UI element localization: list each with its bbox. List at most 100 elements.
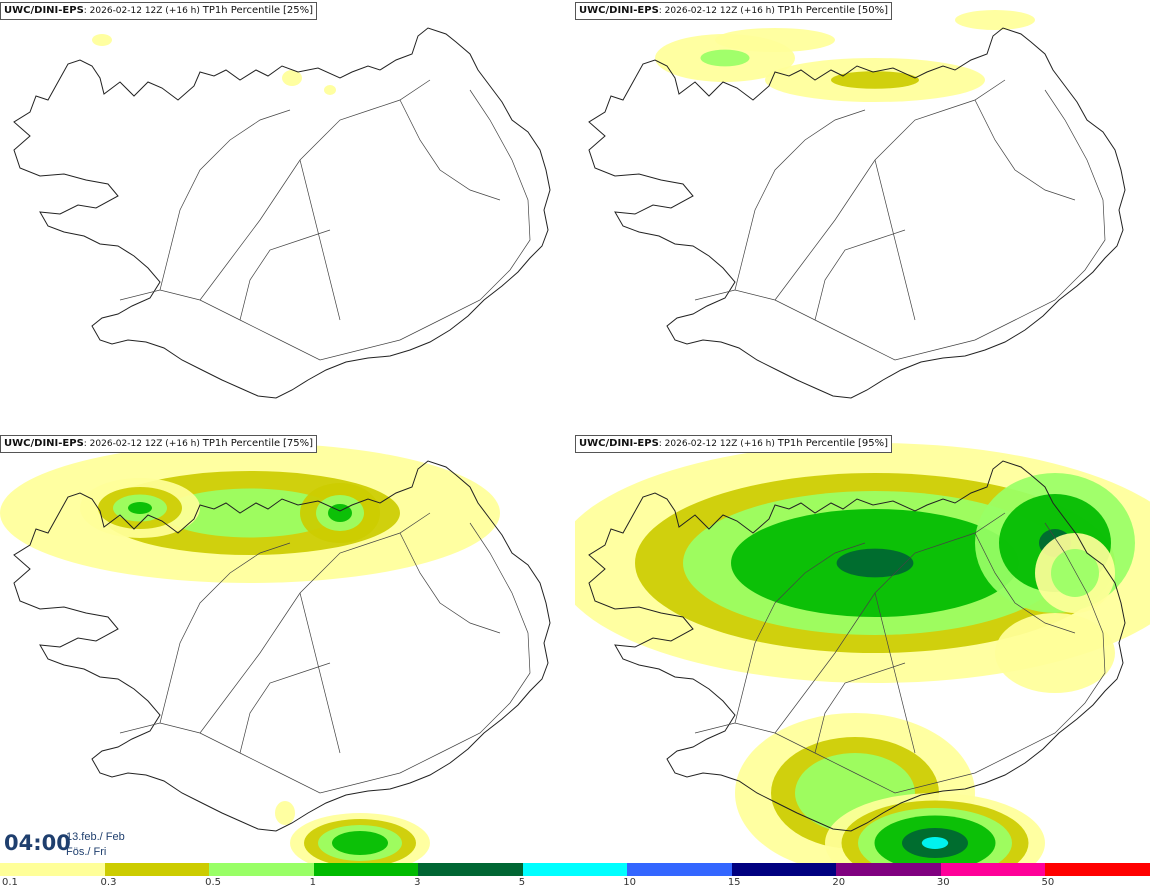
road-line: [399, 99, 501, 201]
precip-field: [995, 613, 1115, 693]
road-line: [814, 662, 906, 754]
road-line: [694, 89, 1106, 361]
precip-contour: [836, 548, 914, 578]
precip-contour: [162, 488, 338, 538]
road-line: [874, 592, 916, 754]
road-line: [814, 229, 906, 321]
road-line: [199, 512, 431, 734]
model-name: UWC/DINI-EPS: [579, 438, 659, 449]
legend-tick-label: 0.3: [100, 877, 117, 888]
road-line: [874, 159, 916, 321]
legend-swatch: [313, 863, 419, 876]
precip-contour: [324, 85, 336, 95]
legend-swatch: [836, 863, 942, 876]
legend-swatch: [0, 863, 106, 876]
map-panel-p75: UWC/DINI-EPS: 2026-02-12 12Z (+16 h) TP1…: [0, 433, 575, 865]
run-info: : 2026-02-12 12Z (+16 h): [83, 6, 200, 16]
map-canvas-p95: [575, 443, 1150, 865]
road-line: [694, 522, 1106, 794]
legend-swatch: [940, 863, 1046, 876]
legend-swatch: [209, 863, 315, 876]
valid-day: Fös./ Fri: [66, 846, 107, 858]
road-line: [774, 79, 1006, 301]
legend-tick-label: 0.5: [205, 877, 221, 888]
precip-field: [1035, 533, 1115, 613]
map-canvas-p25: [13, 27, 551, 399]
precip-field: [324, 85, 336, 95]
percentile-label: [50%]: [858, 5, 889, 16]
road-line: [299, 159, 341, 321]
precip-field: [282, 70, 302, 86]
road-line: [119, 522, 531, 794]
percentile-label: [95%]: [858, 438, 889, 449]
map-panel-p25: UWC/DINI-EPS: 2026-02-12 12Z (+16 h) TP1…: [0, 0, 575, 432]
coastline: [588, 460, 1126, 832]
legend-tick-label: 30: [936, 877, 950, 888]
precip-field: [955, 10, 1035, 30]
panel-title: UWC/DINI-EPS: 2026-02-12 12Z (+16 h) TP1…: [575, 2, 893, 20]
panel-title: UWC/DINI-EPS: 2026-02-12 12Z (+16 h) TP1…: [0, 2, 318, 20]
panel-title: UWC/DINI-EPS: 2026-02-12 12Z (+16 h) TP1…: [575, 435, 893, 453]
precip-contour: [128, 502, 152, 514]
legend-swatch: [522, 863, 628, 876]
valid-date: 13.feb./ Feb: [66, 831, 125, 843]
road-line: [399, 532, 501, 634]
legend-swatch: [627, 863, 733, 876]
road-line: [774, 512, 1006, 734]
legend-tick-label: 50: [1041, 877, 1055, 888]
parameter-name: TP1h Percentile: [777, 5, 856, 16]
precip-field: [275, 801, 295, 825]
map-panel-p95: UWC/DINI-EPS: 2026-02-12 12Z (+16 h) TP1…: [575, 433, 1150, 865]
precip-contour: [995, 613, 1115, 693]
legend-tick-label: 1: [309, 877, 316, 888]
precip-contour: [715, 28, 835, 52]
legend-tick-label: 5: [518, 877, 526, 888]
road-line: [734, 542, 866, 724]
legend-swatch: [1045, 863, 1150, 876]
legend-swatch: [418, 863, 524, 876]
precip-contour: [282, 70, 302, 86]
road-line: [734, 109, 866, 291]
model-name: UWC/DINI-EPS: [579, 5, 659, 16]
percentile-label: [75%]: [283, 438, 314, 449]
precip-contour: [92, 34, 112, 46]
valid-time-box: 04:00 13.feb./ Feb Fös./ Fri: [0, 828, 134, 862]
model-name: UWC/DINI-EPS: [4, 5, 84, 16]
legend-tick-label: 10: [623, 877, 636, 888]
run-info: : 2026-02-12 12Z (+16 h): [658, 6, 775, 16]
legend-tick-label: 3: [414, 877, 421, 888]
road-line: [299, 592, 341, 754]
parameter-name: TP1h Percentile: [202, 5, 281, 16]
legend-tick-label: 20: [832, 877, 846, 888]
coastline: [13, 460, 551, 832]
valid-hour: 04:00: [4, 831, 71, 855]
road-line: [239, 229, 331, 321]
map-panel-p50: UWC/DINI-EPS: 2026-02-12 12Z (+16 h) TP1…: [575, 0, 1150, 432]
coastline: [588, 27, 1126, 399]
model-name: UWC/DINI-EPS: [4, 438, 84, 449]
panel-title: UWC/DINI-EPS: 2026-02-12 12Z (+16 h) TP1…: [0, 435, 318, 453]
run-info: : 2026-02-12 12Z (+16 h): [83, 439, 200, 449]
precip-contour: [700, 49, 750, 67]
percentile-label: [25%]: [283, 5, 314, 16]
parameter-name: TP1h Percentile: [202, 438, 281, 449]
precip-contour: [1051, 549, 1099, 597]
precip-field: [765, 58, 985, 102]
precip-field: [92, 34, 112, 46]
precip-field: [290, 813, 430, 865]
precip-field: [300, 483, 380, 543]
precip-contour: [921, 837, 949, 849]
legend-swatch: [104, 863, 210, 876]
legend-swatch: [731, 863, 837, 876]
map-canvas-p75: [0, 443, 551, 865]
road-line: [119, 89, 531, 361]
coastline: [13, 27, 551, 399]
precip-contour: [275, 801, 295, 825]
legend-tick-label: 0.1: [2, 877, 18, 888]
parameter-name: TP1h Percentile: [777, 438, 856, 449]
precip-contour: [955, 10, 1035, 30]
precip-contour: [831, 71, 919, 89]
map-canvas-p50: [588, 10, 1126, 399]
road-line: [159, 109, 291, 291]
precip-field: [825, 793, 1045, 865]
